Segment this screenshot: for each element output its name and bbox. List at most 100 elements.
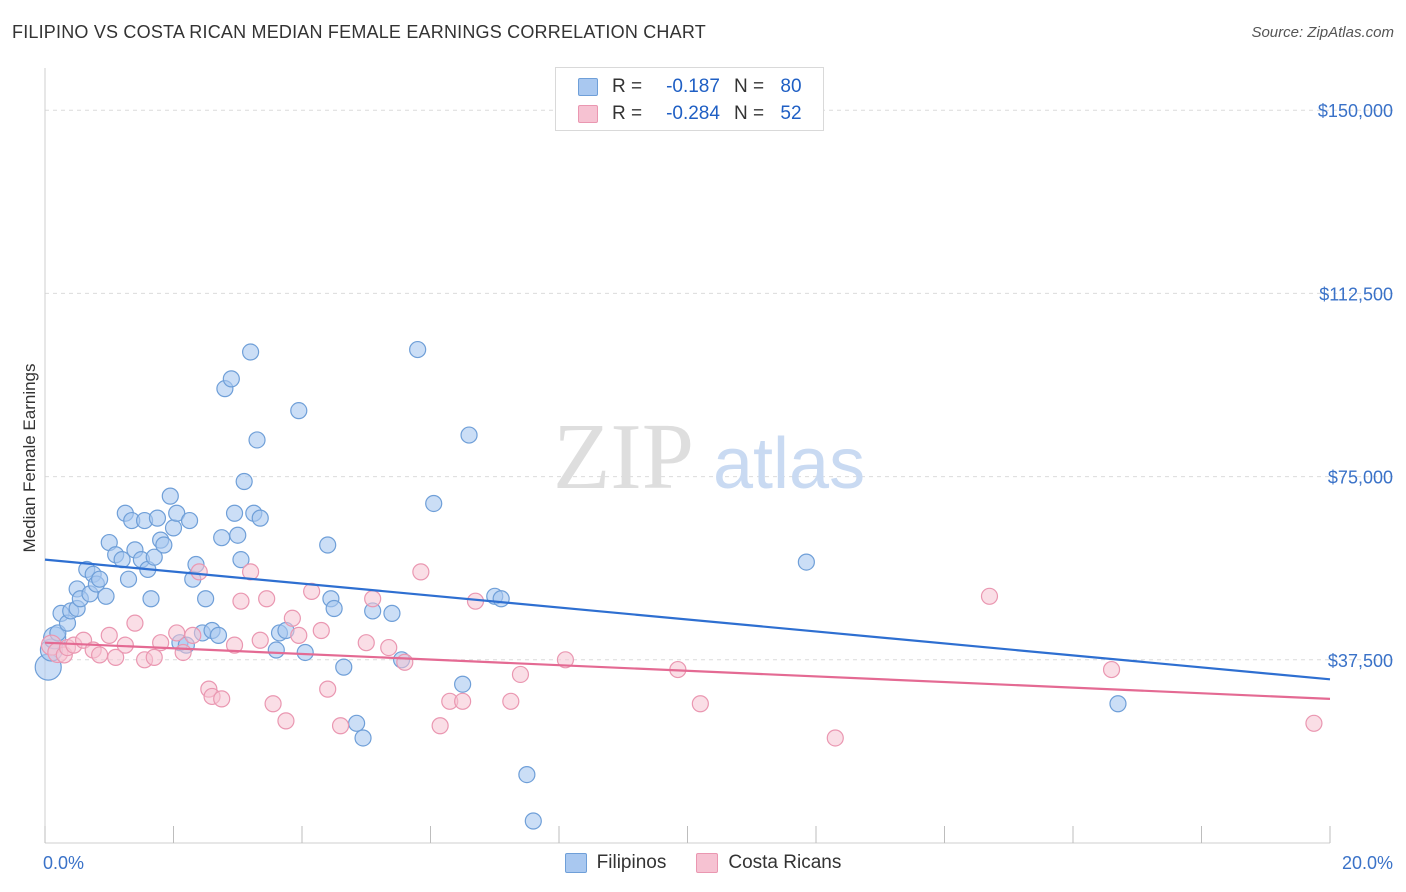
costa-rican-point — [91, 646, 109, 664]
filipino-point — [267, 641, 285, 659]
filipino-point — [409, 340, 427, 359]
filipino-point — [454, 675, 472, 693]
filipino-point — [164, 519, 183, 537]
costa-rican-point — [145, 648, 163, 666]
filipino-point — [213, 529, 231, 547]
filipino-point — [222, 370, 240, 388]
costa-rican-point — [168, 624, 186, 642]
filipino-point — [460, 426, 478, 444]
x-tick-labels: 0.0% 20.0% — [43, 853, 1393, 873]
filipino-point — [235, 472, 253, 491]
filipino-point — [91, 570, 109, 588]
costa-rican-point — [380, 638, 398, 657]
y-axis-label: Median Female Earnings — [20, 364, 39, 553]
x-tick-label: 20.0% — [1342, 853, 1393, 873]
costa-rican-point — [126, 614, 144, 632]
y-tick-label: $150,000 — [1318, 101, 1393, 121]
costa-rican-point — [826, 729, 844, 747]
costa-rican-point — [251, 631, 269, 649]
costa-rican-point — [277, 712, 295, 730]
filipino-point — [296, 643, 314, 662]
costa-rican-point — [319, 680, 337, 698]
legend-row-costa-ricans: R = -0.284 N = 52 — [578, 101, 806, 127]
costa-rican-point — [290, 626, 308, 644]
watermark-atlas: atlas — [713, 424, 865, 504]
costa-rican-point — [454, 692, 472, 710]
filipino-swatch — [578, 78, 598, 96]
costa-rican-point — [264, 695, 282, 713]
costa-rican-point — [225, 636, 244, 654]
legend-row-filipinos: R = -0.187 N = 80 — [578, 74, 806, 100]
costa-rican-point — [184, 626, 202, 644]
costa-rican-point — [331, 717, 350, 735]
filipino-point — [197, 590, 215, 608]
series-legend-label: Filipinos — [596, 852, 667, 873]
costa-rican-point — [213, 690, 231, 708]
filipino-point — [148, 509, 167, 527]
filipino-point — [229, 526, 247, 544]
filipino-point — [168, 504, 186, 522]
filipino-point — [290, 402, 308, 420]
x-tick-label: 0.0% — [43, 853, 84, 873]
y-tick-labels: $37,500 $75,000 $112,500 $150,000 — [1318, 101, 1393, 671]
filipino-point — [225, 504, 244, 522]
trend-lines — [44, 558, 1331, 700]
filipino-point — [232, 551, 250, 569]
costa-rican-point — [412, 563, 430, 581]
costa-rican-point — [1102, 660, 1121, 679]
costa-rican-point — [258, 590, 276, 608]
y-tick-label: $37,500 — [1328, 651, 1393, 671]
costa-rican-point — [312, 621, 330, 640]
legend-r-label: R = — [612, 76, 643, 97]
filipino-point — [518, 766, 536, 784]
legend-n-value: 80 — [780, 76, 802, 97]
costa-rican-point — [232, 592, 250, 610]
series-legend: Filipinos Costa Ricans — [0, 852, 1406, 874]
costa-rican-point — [980, 587, 999, 605]
costa-rican-point — [396, 653, 414, 671]
costa-rican-point — [107, 648, 125, 666]
filipino-point — [335, 658, 353, 676]
series-legend-filipinos[interactable]: Filipinos — [564, 852, 667, 874]
filipino-point — [383, 604, 401, 622]
filipino-swatch — [564, 853, 587, 873]
y-tick-label: $75,000 — [1328, 468, 1393, 488]
filipino-point — [209, 626, 228, 644]
chart-title: FILIPINO VS COSTA RICAN MEDIAN FEMALE EA… — [12, 22, 706, 42]
filipino-point — [161, 487, 179, 505]
filipino-point — [425, 494, 443, 513]
costa-rican-point — [556, 651, 575, 669]
axes — [44, 68, 1331, 844]
filipino-point — [119, 570, 138, 588]
stats-legend: R = -0.187 N = 80 R = -0.284 N = 52 — [555, 67, 824, 131]
legend-n-label: N = — [734, 103, 765, 124]
filipino-point — [248, 431, 266, 449]
costa-rican-point — [100, 626, 118, 644]
costa-rican-point — [431, 717, 449, 735]
costa-rican-point — [691, 695, 709, 713]
filipino-point — [251, 509, 269, 527]
costa-rican-swatch — [696, 853, 719, 873]
filipino-point — [155, 536, 173, 554]
filipino-point — [524, 812, 542, 830]
filipino-point — [797, 553, 815, 571]
source-label: Source: ZipAtlas.com — [1251, 24, 1394, 41]
costa-rican-swatch — [578, 105, 598, 123]
legend-n-value: 52 — [780, 103, 802, 124]
costa-rican-point — [511, 665, 530, 684]
costa-rican-trend-line — [44, 641, 1331, 700]
filipino-point — [142, 590, 160, 608]
costa-rican-points — [40, 563, 1323, 747]
watermark-zip: ZIP — [553, 405, 694, 509]
costa-rican-point — [502, 692, 520, 710]
costa-rican-point — [174, 643, 192, 662]
costa-rican-point — [357, 634, 375, 652]
filipino-point — [1109, 695, 1127, 713]
filipino-point — [354, 729, 372, 747]
series-legend-costa-ricans[interactable]: Costa Ricans — [696, 852, 841, 874]
filipino-point — [348, 714, 366, 732]
filipino-point — [242, 343, 260, 361]
legend-n-label: N = — [734, 76, 765, 97]
y-tick-label: $112,500 — [1319, 284, 1393, 304]
